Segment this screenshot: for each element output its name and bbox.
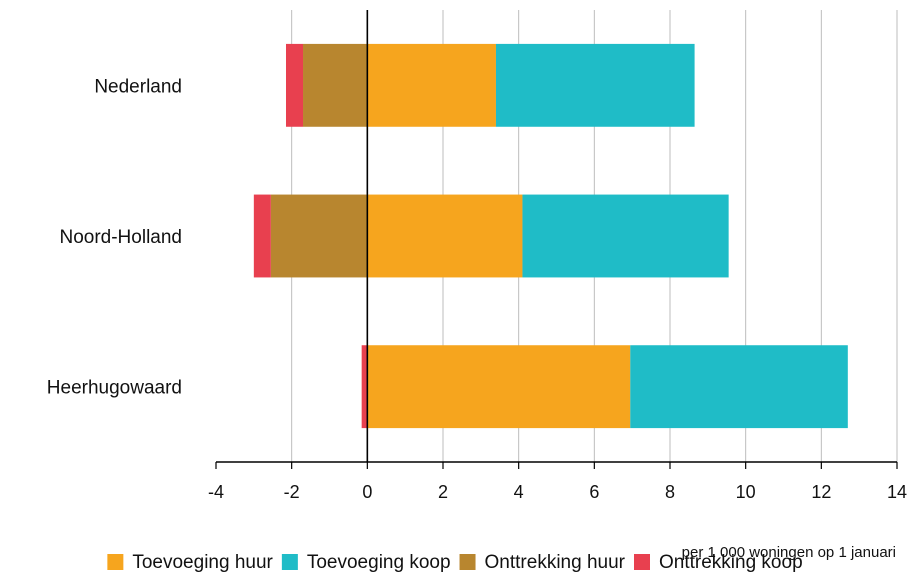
- bar-segment: [367, 345, 631, 429]
- legend-item: Onttrekking koop: [634, 552, 803, 573]
- category-labels: Nederland Noord-Holland Heerhugowaard: [47, 76, 182, 398]
- x-tick-label: 8: [665, 482, 675, 502]
- bar-segment: [367, 194, 523, 278]
- legend-label: Toevoeging huur: [132, 552, 273, 573]
- x-tick-label: 12: [811, 482, 831, 502]
- legend-swatch: [634, 554, 650, 570]
- legend-swatch: [281, 554, 298, 570]
- legend-label: Onttrekking koop: [659, 552, 803, 573]
- legend-item: Onttrekking huur: [459, 552, 626, 573]
- category-label: Heerhugowaard: [47, 378, 182, 399]
- bar-segment: [495, 43, 695, 127]
- x-axis-unit-label: per 1 000 woningen op 1 januari: [682, 544, 896, 561]
- axes: [215, 10, 898, 469]
- bar-segment: [270, 194, 368, 278]
- x-tick-label: 10: [736, 482, 756, 502]
- bars: [253, 43, 848, 429]
- tick-labels: -4 -2 0 2 4 6 8 10 12 14: [208, 482, 907, 502]
- legend-swatch: [107, 554, 124, 570]
- x-tick-label: -2: [284, 482, 300, 502]
- legend-item: Toevoeging koop: [281, 552, 451, 573]
- legend: Toevoeging huur Toevoeging koop Onttrekkin…: [107, 552, 803, 573]
- legend-swatch: [459, 554, 476, 570]
- bar-segment: [253, 194, 271, 278]
- x-tick-label: 6: [589, 482, 599, 502]
- legend-label: Toevoeging koop: [307, 552, 451, 573]
- x-tick-label: 0: [362, 482, 372, 502]
- category-label: Noord-Holland: [59, 227, 182, 248]
- bar-segment: [361, 345, 368, 429]
- bar-segment: [367, 43, 496, 127]
- category-label: Nederland: [94, 76, 182, 97]
- legend-label: Onttrekking huur: [485, 552, 626, 573]
- x-tick-label: 2: [438, 482, 448, 502]
- bar-segment: [285, 43, 304, 127]
- x-tick-label: 14: [887, 482, 907, 502]
- x-tick-label: -4: [208, 482, 224, 502]
- legend-item: Toevoeging huur: [107, 552, 274, 573]
- bar-segment: [522, 194, 729, 278]
- bar-segment: [630, 345, 848, 429]
- bar-segment: [303, 43, 368, 127]
- x-tick-label: 4: [514, 482, 524, 502]
